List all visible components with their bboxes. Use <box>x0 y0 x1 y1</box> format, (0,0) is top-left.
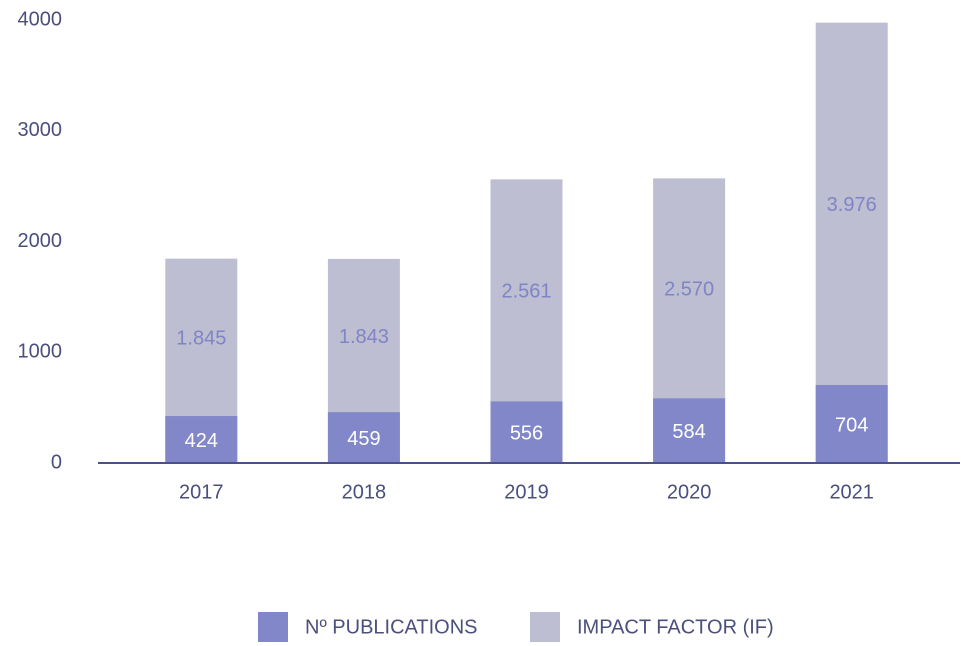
y-tick-label: 0 <box>51 451 62 473</box>
x-tick-label: 2021 <box>829 481 874 503</box>
bar <box>490 401 563 463</box>
value-label: 424 <box>185 430 218 452</box>
value-label: 2.561 <box>501 281 551 303</box>
value-label: 3.976 <box>827 194 877 216</box>
value-label: 1.843 <box>339 326 389 348</box>
value-label: 584 <box>672 421 705 443</box>
y-tick-label: 3000 <box>18 119 63 141</box>
legend-label: IMPACT FACTOR (IF) <box>577 616 774 638</box>
x-tick-label: 2018 <box>342 481 387 503</box>
value-label: 459 <box>347 428 380 450</box>
bar <box>327 412 400 463</box>
x-tick-label: 2017 <box>179 481 224 503</box>
bar <box>165 416 238 463</box>
y-tick-label: 2000 <box>18 230 63 252</box>
y-tick-label: 1000 <box>18 341 63 363</box>
y-tick-label: 4000 <box>18 8 63 30</box>
legend-swatch <box>530 612 560 642</box>
value-label: 704 <box>835 414 868 436</box>
legend-swatch <box>258 612 288 642</box>
value-label: 2.570 <box>664 279 714 301</box>
x-tick-label: 2020 <box>667 481 712 503</box>
value-label: 1.845 <box>176 328 226 350</box>
x-tick-label: 2019 <box>504 481 549 503</box>
bar <box>815 385 888 463</box>
legend-label: Nº PUBLICATIONS <box>305 616 478 638</box>
bar <box>653 398 726 463</box>
value-label: 556 <box>510 422 543 444</box>
